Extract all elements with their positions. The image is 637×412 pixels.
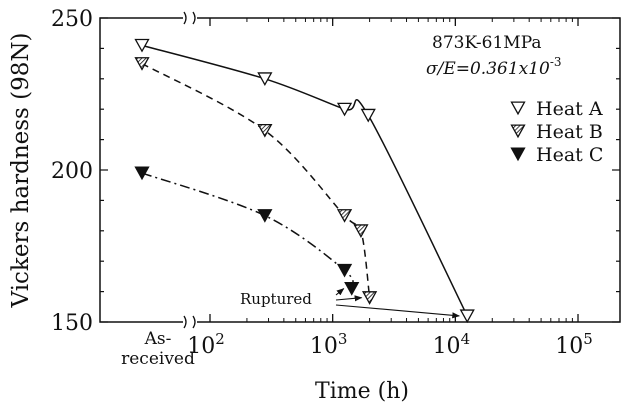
y-tick-label-0: 150	[51, 311, 93, 336]
x-tick-exponent: 3	[338, 330, 348, 348]
x-tick-exponent: 2	[215, 330, 225, 348]
series-markers	[134, 38, 475, 324]
data-point-1-2	[336, 209, 353, 223]
rupture-arrow-2	[335, 288, 345, 296]
data-point-1-3	[353, 224, 369, 238]
series-curves	[141, 44, 468, 317]
x-tick-exponent: 5	[583, 330, 593, 348]
stress-ratio-text: σ/E=0.361x10	[426, 59, 550, 79]
axis-break-bottom	[183, 315, 197, 329]
legend-label-1: Heat B	[536, 121, 603, 143]
legend-label-0: Heat A	[536, 98, 603, 120]
stress-ratio-label: σ/E=0.361x10-3	[426, 55, 562, 79]
y-axis-label: Vickers hardness (98N)	[8, 32, 34, 308]
data-point-0-0	[134, 38, 150, 53]
legend-marker-0	[510, 101, 526, 116]
x-axis-label: Time (h)	[315, 379, 409, 404]
legend-entry-1: Heat B	[510, 121, 603, 143]
series-line-2	[141, 172, 354, 289]
y-tick-label-2: 250	[51, 7, 93, 32]
legend-entry-0: Heat A	[510, 98, 603, 120]
x-tick-label-3: 105	[555, 330, 593, 359]
data-point-1-4	[361, 291, 378, 305]
axis-ticks	[100, 17, 620, 323]
data-point-2-0	[134, 166, 150, 181]
data-point-2-3	[344, 282, 360, 296]
data-point-2-2	[336, 263, 353, 278]
x-tick-base: 10	[433, 334, 461, 359]
x-tick-label-1: 103	[310, 330, 348, 359]
data-point-1-0	[134, 57, 150, 71]
y-tick-labels: 150 200 250	[51, 7, 93, 336]
rupture-annotation: Ruptured	[240, 288, 460, 319]
legend-label-2: Heat C	[536, 144, 603, 166]
stress-ratio-exponent: -3	[550, 55, 562, 69]
rupture-arrow-0	[335, 304, 460, 319]
data-point-0-3	[360, 108, 376, 123]
condition-label: 873K-61MPa	[432, 33, 542, 53]
x-tick-labels: 102 103 104 105	[187, 330, 593, 359]
x-tick-base: 10	[187, 334, 215, 359]
data-point-0-4	[459, 309, 475, 324]
ruptured-label: Ruptured	[240, 290, 312, 308]
as-received-label-line2: received	[121, 349, 195, 369]
x-tick-label-2: 104	[433, 330, 471, 359]
x-tick-base: 10	[310, 334, 338, 359]
legend-marker-1	[510, 124, 526, 139]
legend-marker-2	[510, 147, 526, 162]
legend-entry-2: Heat C	[510, 144, 603, 166]
data-point-2-1	[257, 209, 273, 223]
axis-break-top	[183, 11, 197, 25]
data-point-0-1	[257, 72, 273, 86]
x-tick-base: 10	[555, 334, 583, 359]
as-received-label-line1: As-	[144, 329, 172, 349]
rupture-arrow-1	[335, 295, 363, 302]
data-point-1-1	[257, 123, 273, 138]
data-point-0-2	[336, 102, 353, 117]
series-line-1	[141, 62, 371, 298]
y-tick-label-1: 200	[51, 159, 93, 184]
x-tick-exponent: 4	[461, 330, 471, 348]
series-line-0	[141, 44, 468, 317]
x-tick-label-0: 102	[187, 330, 225, 359]
